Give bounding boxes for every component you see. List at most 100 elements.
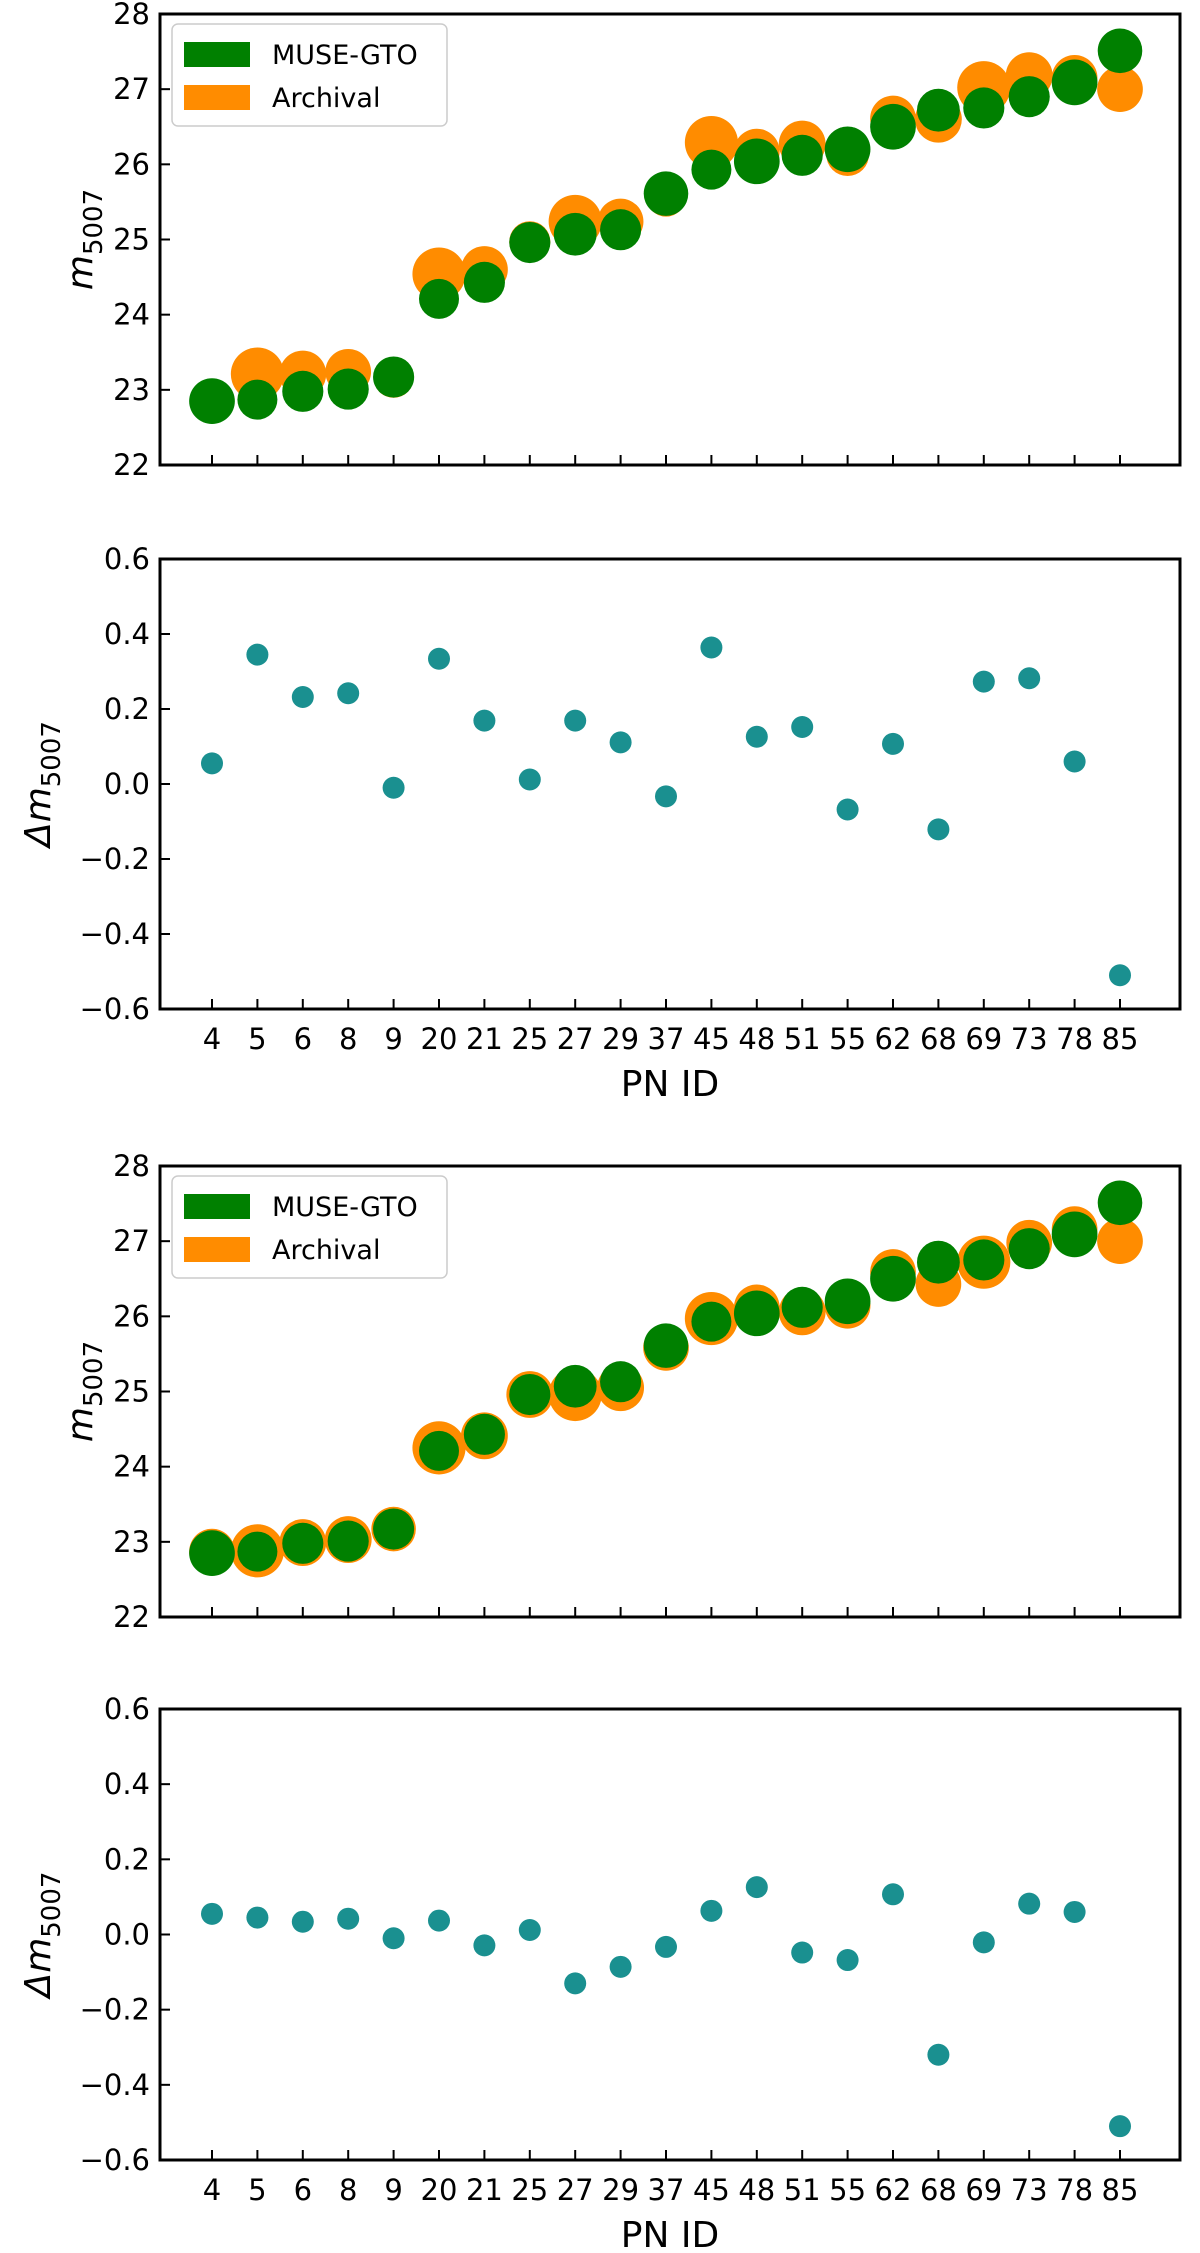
x-tick-label: 27 xyxy=(557,1022,594,1056)
difference-point xyxy=(201,752,223,775)
y-tick-label: 26 xyxy=(113,147,150,181)
x-tick-label: 85 xyxy=(1102,1022,1139,1056)
muse-gto-point xyxy=(824,1278,871,1325)
difference-point xyxy=(791,716,814,738)
x-tick-label: 5 xyxy=(248,1022,266,1056)
difference-point xyxy=(836,1949,859,1972)
y-axis-label-main: m xyxy=(60,1407,101,1442)
difference-point xyxy=(382,776,405,799)
y-axis-label: Δm5007 xyxy=(18,1872,67,2001)
x-tick-label: 55 xyxy=(829,2173,866,2207)
difference-point xyxy=(1109,964,1131,987)
legend-entry: Archival xyxy=(272,83,380,114)
muse-gto-point xyxy=(643,1323,689,1368)
y-axis-label-main: m xyxy=(60,255,101,290)
muse-gto-point xyxy=(282,1522,324,1564)
x-tick-label: 45 xyxy=(693,1022,730,1056)
y-tick-label: 0.4 xyxy=(104,1767,150,1801)
difference-point xyxy=(564,709,587,732)
x-tick-label: 4 xyxy=(203,2173,221,2207)
y-axis-label-subscript: 5007 xyxy=(79,1341,109,1407)
muse-gto-point xyxy=(963,87,1005,129)
x-tick-label: 69 xyxy=(965,2173,1002,2207)
difference-point xyxy=(1063,1900,1086,1923)
y-axis-label-subscript: 5007 xyxy=(37,721,67,787)
y-tick-label: −0.4 xyxy=(80,917,150,951)
y-tick-label: 0.2 xyxy=(104,692,150,726)
y-tick-label: 25 xyxy=(113,223,150,257)
x-tick-label: 68 xyxy=(920,2173,957,2207)
y-axis-label-main: Δm xyxy=(18,787,59,850)
x-axis-label: PN ID xyxy=(621,2215,719,2253)
x-tick-label: 5 xyxy=(248,2173,266,2207)
muse-gto-point xyxy=(1051,59,1098,106)
x-tick-label: 51 xyxy=(784,1022,821,1056)
difference-point xyxy=(972,670,995,693)
muse-gto-point xyxy=(600,1361,642,1403)
difference-point xyxy=(927,818,950,841)
difference-point xyxy=(564,1972,587,1995)
difference-point xyxy=(836,798,859,821)
y-tick-label: 0.2 xyxy=(104,1842,150,1876)
legend-swatch xyxy=(184,42,250,67)
difference-panel-bottom: −0.6−0.4−0.20.00.20.40.64 5 6 8 9 20 21 25 27 29 3… xyxy=(18,1692,1182,2253)
difference-point xyxy=(609,731,632,754)
muse-gto-point xyxy=(781,134,823,176)
muse-gto-point xyxy=(600,209,642,251)
y-tick-label: 24 xyxy=(113,1450,150,1484)
x-tick-label: 9 xyxy=(384,1022,402,1056)
muse-gto-point xyxy=(1097,28,1143,74)
x-tick-label: 8 xyxy=(339,1022,357,1056)
muse-gto-point xyxy=(1097,1180,1143,1226)
difference-point xyxy=(882,732,904,755)
difference-point xyxy=(791,1941,814,1964)
x-tick-label: 25 xyxy=(511,2173,548,2207)
y-tick-label: 22 xyxy=(113,1600,150,1634)
difference-point xyxy=(1063,750,1086,773)
x-tick-label: 25 xyxy=(511,1022,548,1056)
y-axis-label-subscript: 5007 xyxy=(79,189,109,255)
muse-gto-point xyxy=(691,149,732,190)
muse-gto-point xyxy=(189,378,235,424)
muse-gto-point xyxy=(963,1239,1005,1281)
muse-gto-point xyxy=(509,1373,551,1416)
difference-point xyxy=(882,1883,904,1906)
y-tick-label: 26 xyxy=(113,1299,150,1333)
difference-point xyxy=(1018,1892,1041,1915)
difference-point xyxy=(745,1876,768,1899)
difference-point xyxy=(337,682,360,705)
y-tick-label: 27 xyxy=(113,1224,150,1258)
difference-point xyxy=(927,2043,950,2066)
muse-gto-point xyxy=(870,1255,916,1302)
difference-point xyxy=(972,1931,995,1954)
difference-point xyxy=(201,1902,223,1925)
legend-swatch xyxy=(184,85,250,110)
difference-point xyxy=(291,1910,314,1933)
muse-gto-point xyxy=(419,1430,459,1471)
x-tick-label: 48 xyxy=(738,1022,775,1056)
legend-entry: MUSE-GTO xyxy=(272,40,418,71)
x-tick-label: 9 xyxy=(384,2173,402,2207)
x-tick-label: 51 xyxy=(784,2173,821,2207)
muse-gto-point xyxy=(553,212,597,256)
x-tick-label: 29 xyxy=(602,1022,639,1056)
difference-point xyxy=(700,1899,723,1922)
x-tick-label: 73 xyxy=(1011,1022,1048,1056)
legend-entry: MUSE-GTO xyxy=(272,1192,418,1223)
plot-frame xyxy=(158,557,1182,1011)
muse-gto-point xyxy=(781,1286,823,1328)
archival-point xyxy=(1097,1218,1143,1265)
muse-gto-point xyxy=(824,126,871,173)
muse-gto-point xyxy=(1051,1211,1098,1258)
muse-gto-point xyxy=(327,1520,369,1562)
difference-point xyxy=(655,785,677,808)
y-tick-label: 0.0 xyxy=(104,1918,150,1952)
muse-gto-point xyxy=(1008,1228,1050,1270)
magnitude-panel-top: 22 23 24 25 26 27 28 m5007 MUSE-GTO Archival xyxy=(60,0,1182,482)
muse-gto-point xyxy=(733,1290,780,1337)
x-tick-label: 78 xyxy=(1056,1022,1093,1056)
x-tick-label: 62 xyxy=(875,1022,912,1056)
muse-gto-point xyxy=(509,221,551,264)
x-tick-label: 20 xyxy=(421,2173,458,2207)
